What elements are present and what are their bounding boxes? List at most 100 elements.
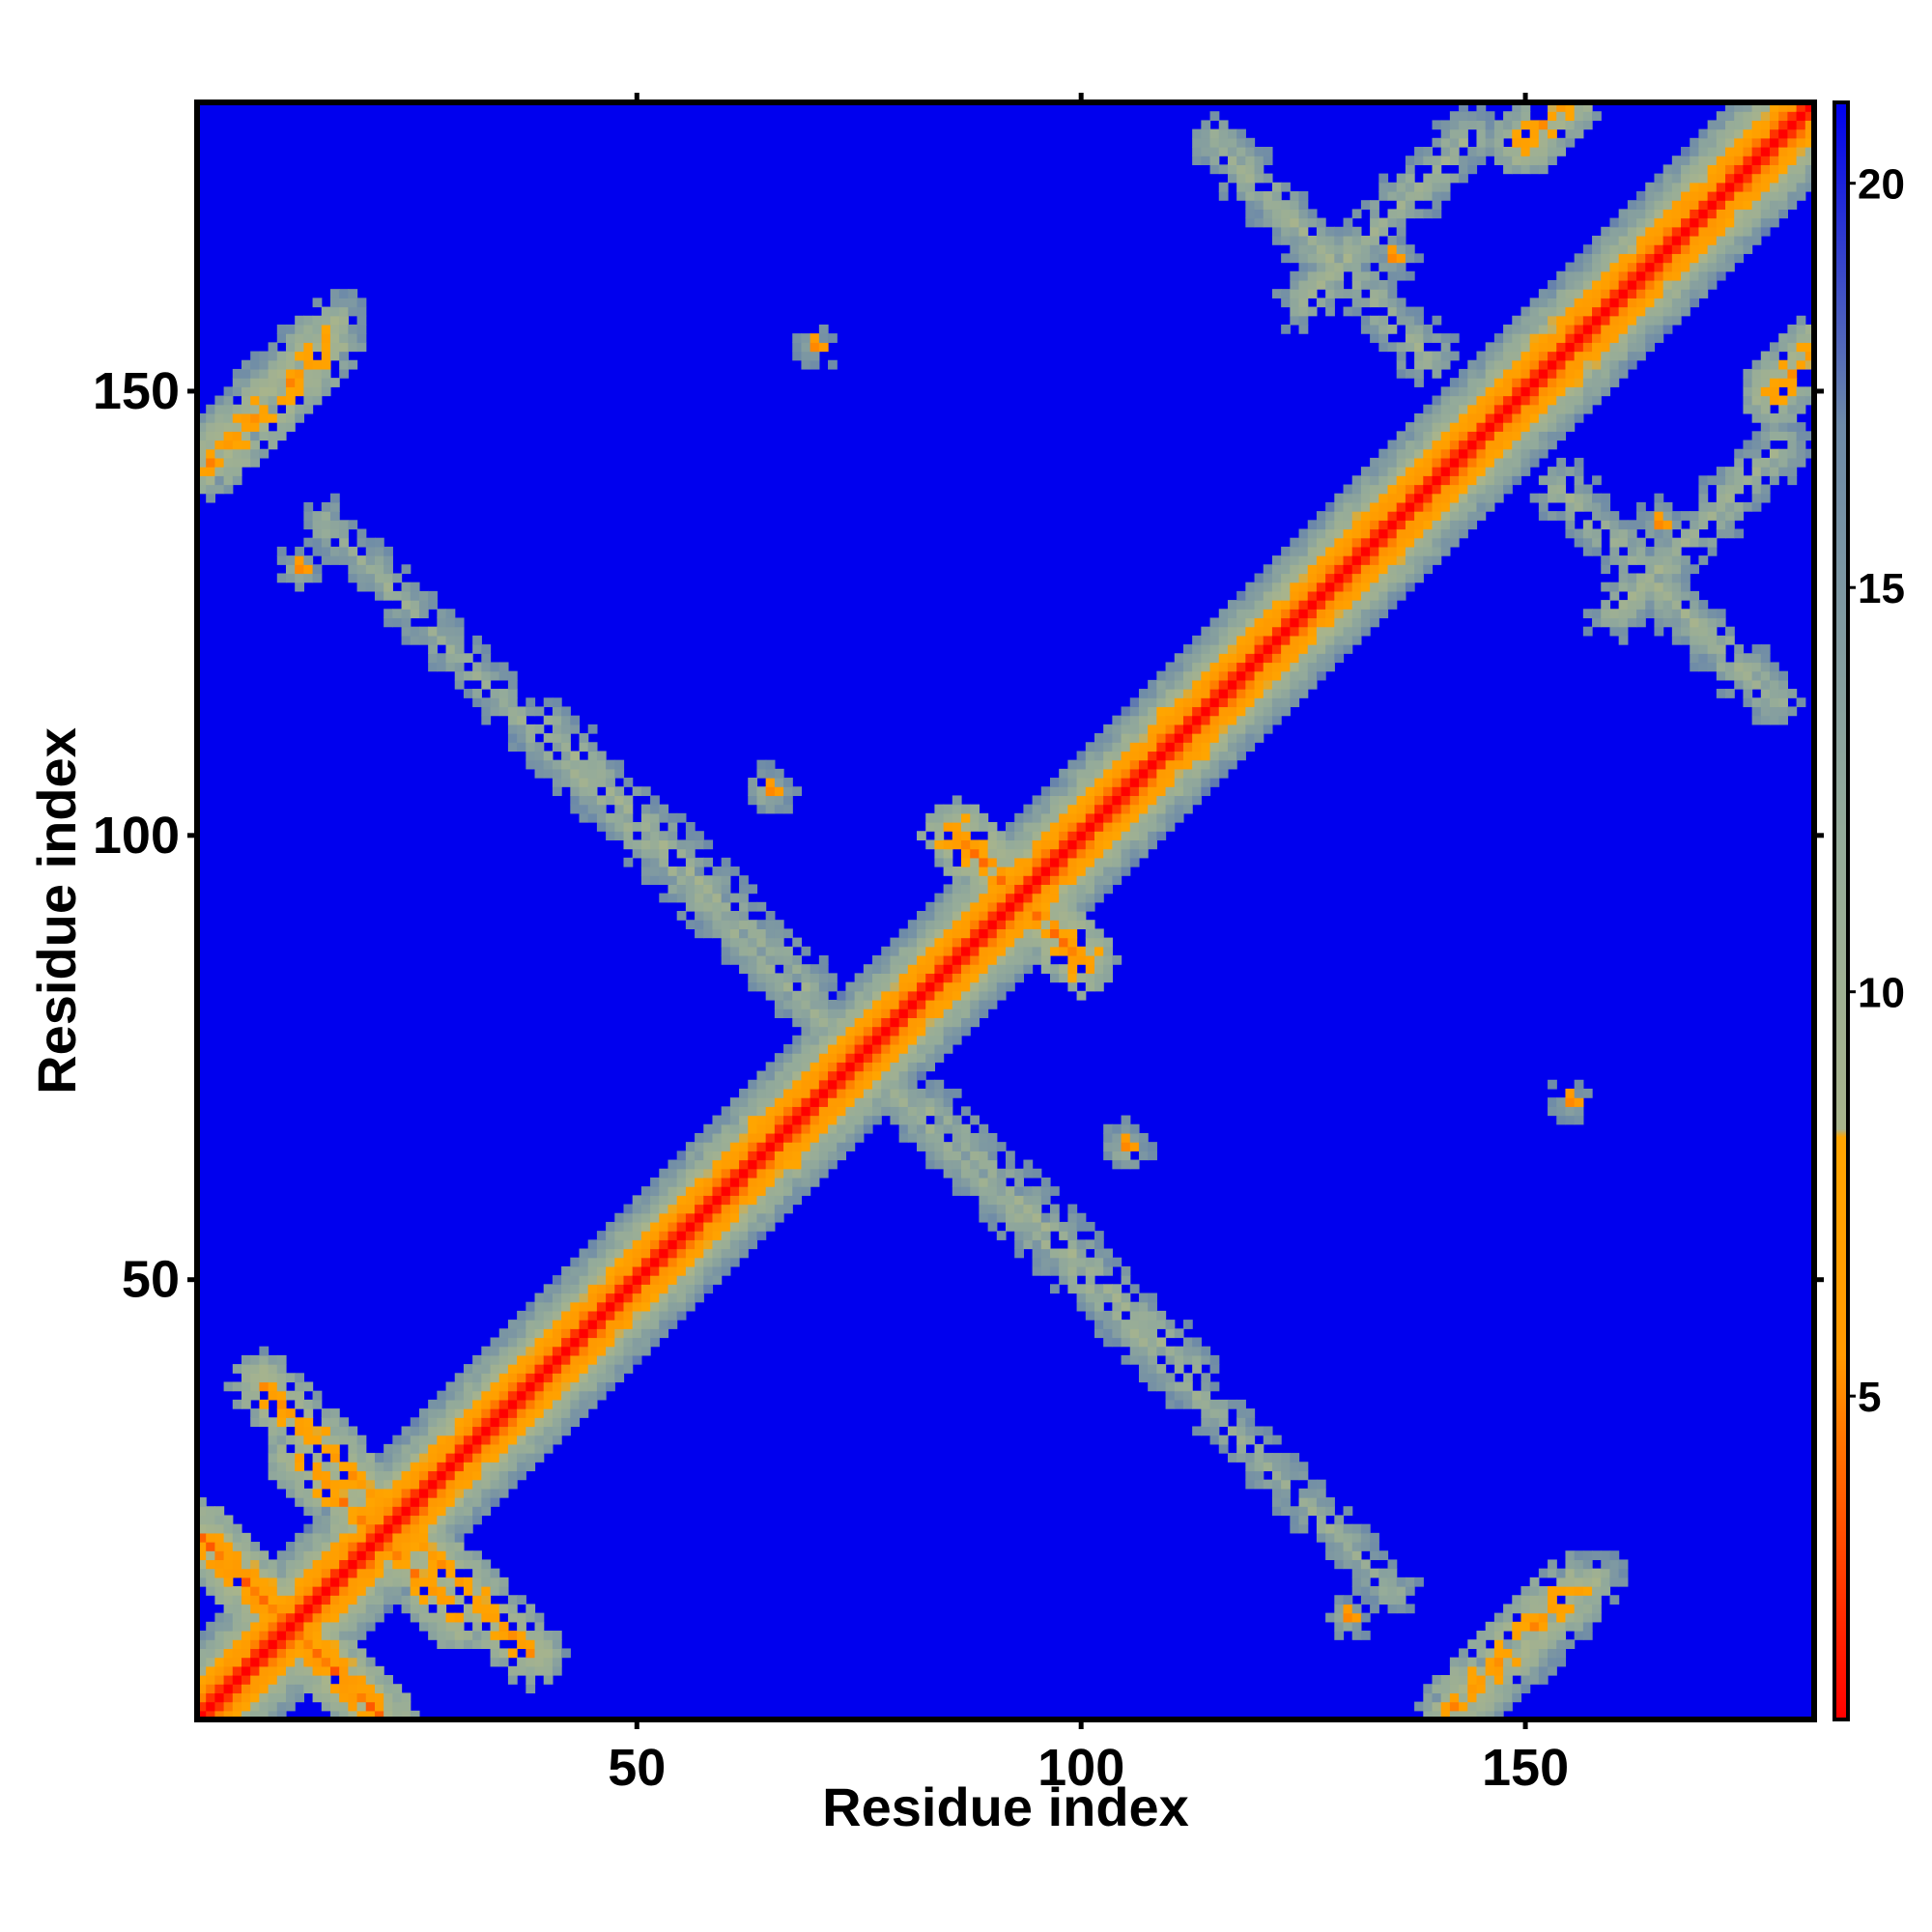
- heatmap-cell: [917, 1106, 926, 1117]
- heatmap-cell: [1014, 1195, 1024, 1206]
- heatmap-cell: [303, 1408, 314, 1418]
- heatmap-cell: [1467, 1657, 1478, 1667]
- heatmap-cell: [970, 804, 980, 814]
- heatmap-cell: [721, 1123, 731, 1134]
- heatmap-cell: [1360, 546, 1371, 556]
- heatmap-cell: [748, 786, 758, 797]
- heatmap-cell: [250, 1595, 260, 1605]
- heatmap-cell: [774, 990, 784, 1001]
- heatmap-cell: [1298, 555, 1309, 565]
- heatmap-cell: [1459, 412, 1468, 423]
- heatmap-cell: [1165, 1381, 1176, 1392]
- heatmap-cell: [1201, 1399, 1211, 1409]
- heatmap-cell: [526, 1443, 536, 1454]
- heatmap-cell: [952, 990, 962, 1001]
- heatmap-cell: [1201, 1373, 1211, 1383]
- heatmap-cell: [552, 1275, 562, 1285]
- heatmap-cell: [472, 1462, 482, 1472]
- heatmap-cell: [1414, 555, 1424, 565]
- heatmap-cell: [756, 1195, 767, 1206]
- heatmap-cell: [1085, 901, 1095, 912]
- heatmap-cell: [1218, 689, 1229, 698]
- heatmap-cell: [1529, 386, 1540, 397]
- heatmap-cell: [748, 1079, 758, 1090]
- heatmap-cell: [1192, 679, 1202, 690]
- heatmap-cell: [1307, 644, 1318, 654]
- heatmap-cell: [1040, 831, 1051, 841]
- heatmap-cell: [1360, 600, 1371, 610]
- heatmap-cell: [401, 626, 412, 637]
- heatmap-cell: [1307, 1497, 1318, 1507]
- heatmap-cell: [472, 644, 482, 654]
- heatmap-cell: [1298, 582, 1309, 592]
- heatmap-cell: [276, 1621, 287, 1632]
- heatmap-cell: [303, 395, 314, 406]
- heatmap-cell: [365, 1542, 376, 1551]
- heatmap-cell: [410, 1710, 420, 1720]
- heatmap-cell: [339, 1479, 349, 1490]
- heatmap-cell: [1085, 937, 1095, 948]
- heatmap-cell: [1032, 937, 1042, 948]
- heatmap-cell: [490, 1417, 500, 1428]
- heatmap-cell: [1334, 1523, 1345, 1534]
- heatmap-cell: [1076, 822, 1087, 832]
- heatmap-cell: [1182, 1354, 1193, 1365]
- heatmap-cell: [979, 964, 989, 974]
- heatmap-cell: [1493, 484, 1504, 495]
- heatmap-cell: [943, 928, 953, 939]
- heatmap-cell: [1467, 1701, 1478, 1712]
- heatmap-cell: [872, 1017, 882, 1028]
- heatmap-cell: [1325, 600, 1335, 610]
- heatmap-cell: [428, 1470, 438, 1481]
- heatmap-cell: [1067, 920, 1078, 929]
- heatmap-cell: [783, 786, 793, 797]
- heatmap-cell: [1281, 564, 1291, 575]
- heatmap-cell: [1281, 573, 1291, 583]
- heatmap-cell: [739, 1221, 749, 1232]
- heatmap-cell: [765, 937, 776, 948]
- heatmap-cell: [1182, 1390, 1193, 1401]
- heatmap-cell: [837, 1097, 847, 1107]
- heatmap-cell: [1121, 1123, 1131, 1134]
- heatmap-cell: [561, 1320, 571, 1329]
- heatmap-cell: [837, 1026, 847, 1037]
- heatmap-cell: [640, 839, 651, 850]
- heatmap-cell: [1201, 697, 1211, 708]
- heatmap-cell: [774, 1009, 784, 1018]
- heatmap-cell: [1378, 609, 1389, 619]
- heatmap-cell: [445, 1568, 456, 1578]
- heatmap-cell: [1182, 1399, 1193, 1409]
- heatmap-cell: [1227, 689, 1237, 698]
- heatmap-cell: [356, 1604, 367, 1614]
- heatmap-cell: [579, 1399, 589, 1409]
- heatmap-cell: [1067, 812, 1078, 823]
- heatmap-cell: [712, 911, 723, 921]
- heatmap-cell: [596, 1337, 607, 1348]
- heatmap-cell: [596, 1231, 607, 1240]
- heatmap-cell: [934, 1142, 945, 1151]
- heatmap-cell: [570, 768, 581, 779]
- heatmap-cell: [428, 1515, 438, 1525]
- heatmap-cell: [1182, 759, 1193, 770]
- heatmap-cell: [1440, 1675, 1451, 1685]
- heatmap-cell: [507, 1426, 518, 1436]
- heatmap-cell: [828, 1062, 838, 1072]
- heatmap-cell: [1094, 964, 1104, 974]
- heatmap-cell: [1076, 893, 1087, 903]
- heatmap-cell: [206, 1550, 215, 1561]
- heatmap-cell: [1138, 1301, 1149, 1312]
- heatmap-cell: [295, 315, 304, 326]
- heatmap-cell: [1334, 1621, 1345, 1632]
- heatmap-cell: [223, 440, 234, 450]
- heatmap-cell: [1209, 644, 1220, 654]
- heatmap-cell: [952, 1151, 962, 1161]
- heatmap-cell: [374, 1506, 384, 1517]
- heatmap-cell: [1459, 404, 1468, 414]
- heatmap-cell: [1290, 590, 1300, 601]
- heatmap-cell: [685, 831, 696, 841]
- heatmap-cell: [356, 1470, 367, 1481]
- heatmap-cell: [410, 1595, 420, 1605]
- heatmap-cell: [845, 1115, 856, 1125]
- heatmap-cell: [285, 324, 296, 334]
- heatmap-cell: [1476, 128, 1487, 139]
